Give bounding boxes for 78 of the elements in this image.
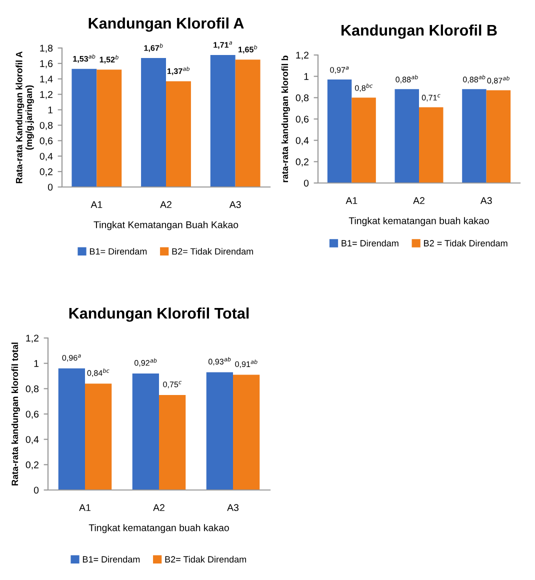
data-label: 0,96$^{a}$ — [62, 354, 81, 362]
bar — [394, 89, 419, 183]
x-tick-label: A2 — [160, 201, 172, 208]
x-axis-title: Tingkat kematangan buah kakao — [348, 217, 489, 226]
y-tick-label: 0,6 — [296, 116, 309, 124]
data-label: 0,91$^{ab}$ — [235, 360, 258, 368]
y-tick-label: 0,8 — [40, 122, 53, 130]
y-tick-label: 1 — [304, 73, 308, 80]
legend-label: B1= Direndam — [90, 248, 147, 255]
y-tick-label: 0,4 — [40, 152, 53, 161]
data-label: 1,52$^{b}$ — [100, 54, 118, 64]
y-axis-title: Rata-rata kandungan klorofil total — [11, 342, 20, 486]
data-label: 0,71$^{c}$ — [422, 94, 440, 102]
x-tick-label: A3 — [480, 197, 492, 204]
y-tick-label: 0,8 — [26, 385, 39, 394]
data-label: 0,92$^{ab}$ — [134, 358, 157, 367]
data-label: 1,67$^{b}$ — [144, 43, 163, 52]
y-tick-label: 0,4 — [26, 436, 39, 444]
y-tick-label: 1,2 — [40, 91, 52, 100]
chart-title: Kandungan Klorofil B — [342, 24, 497, 39]
bar — [210, 54, 236, 187]
data-label: 1,37$^{ab}$ — [167, 66, 190, 76]
chart-title: Kandungan Klorofil Total — [69, 307, 249, 322]
x-axis-title: Tingkat Kematangan Buah Kakao — [94, 221, 238, 230]
y-tick-label: 0,2 — [26, 461, 38, 470]
data-label: 0,87$^{ab}$ — [487, 76, 510, 84]
y-tick-label: 0,2 — [296, 158, 308, 166]
x-tick-label: A2 — [413, 197, 424, 204]
bar — [419, 107, 444, 183]
bar — [327, 80, 352, 183]
y-tick-label: 0,4 — [296, 137, 309, 146]
bar — [166, 81, 191, 187]
y-tick-label: 0 — [304, 180, 309, 187]
x-tick-label: A3 — [229, 201, 241, 208]
chart-title: Kandungan Klorofil A — [88, 17, 244, 32]
y-tick-label: 0,6 — [26, 410, 39, 419]
x-tick-label: A1 — [346, 197, 358, 204]
y-axis-title: rata-rata kandungan klorofil b — [281, 56, 290, 182]
y-tick-label: 0 — [34, 486, 39, 494]
bar — [235, 60, 260, 187]
y-tick-label: 1,4 — [40, 76, 53, 84]
y-axis-title: Rata-rata Kandungan klorofil A (mg/g.jaringan) — [16, 51, 34, 184]
y-tick-label: 1,2 — [296, 52, 308, 60]
data-label: 0,8$^{bc}$ — [355, 83, 373, 92]
bar — [462, 89, 486, 183]
y-tick-label: 0,8 — [296, 94, 309, 102]
y-tick-label: 1,6 — [40, 60, 53, 68]
y-tick-label: 0 — [48, 184, 53, 191]
x-axis-title: Tingkat kematangan buah kakao — [88, 524, 229, 534]
x-tick-label: A2 — [153, 504, 164, 511]
data-label: 0,88$^{ab}$ — [396, 74, 418, 84]
data-label: 1,71$^{a}$ — [214, 41, 232, 49]
y-tick-label: 0,6 — [40, 137, 53, 146]
bar — [486, 90, 511, 183]
bar — [72, 68, 97, 187]
x-tick-label: A3 — [227, 504, 239, 512]
legend-label: B1= Direndam — [342, 240, 398, 246]
data-label: 1,53$^{ab}$ — [73, 54, 96, 63]
y-tick-label: 1 — [48, 106, 52, 114]
y-tick-label: 1,2 — [26, 334, 38, 343]
y-tick-label: 0,2 — [40, 168, 52, 176]
data-label: 0,84$^{bc}$ — [87, 368, 110, 377]
bar — [352, 98, 376, 183]
bar — [141, 58, 166, 187]
data-label: 0,93$^{ab}$ — [208, 357, 231, 366]
data-label: 0,97$^{a}$ — [330, 66, 349, 74]
x-tick-label: A1 — [79, 504, 90, 511]
data-label: 0,88$^{ab}$ — [463, 74, 486, 84]
data-label: 1,65$^{b}$ — [238, 44, 258, 54]
legend-label: B2= Tidak Direndam — [172, 248, 254, 255]
legend-label: B2= Tidak Direndam — [165, 556, 246, 563]
legend-label: B2 = Tidak Direndam — [424, 240, 508, 246]
x-tick-label: A1 — [90, 201, 102, 208]
y-tick-label: 1,8 — [40, 44, 53, 53]
y-tick-label: 1 — [34, 360, 38, 367]
legend-label: B1= Direndam — [82, 556, 140, 563]
bar — [96, 70, 122, 187]
data-label: 0,75$^{c}$ — [163, 380, 182, 388]
